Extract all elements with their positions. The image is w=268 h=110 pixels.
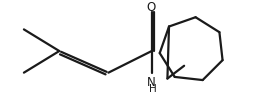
Text: N: N bbox=[147, 76, 156, 89]
Text: H: H bbox=[149, 84, 157, 94]
Text: O: O bbox=[146, 1, 155, 14]
